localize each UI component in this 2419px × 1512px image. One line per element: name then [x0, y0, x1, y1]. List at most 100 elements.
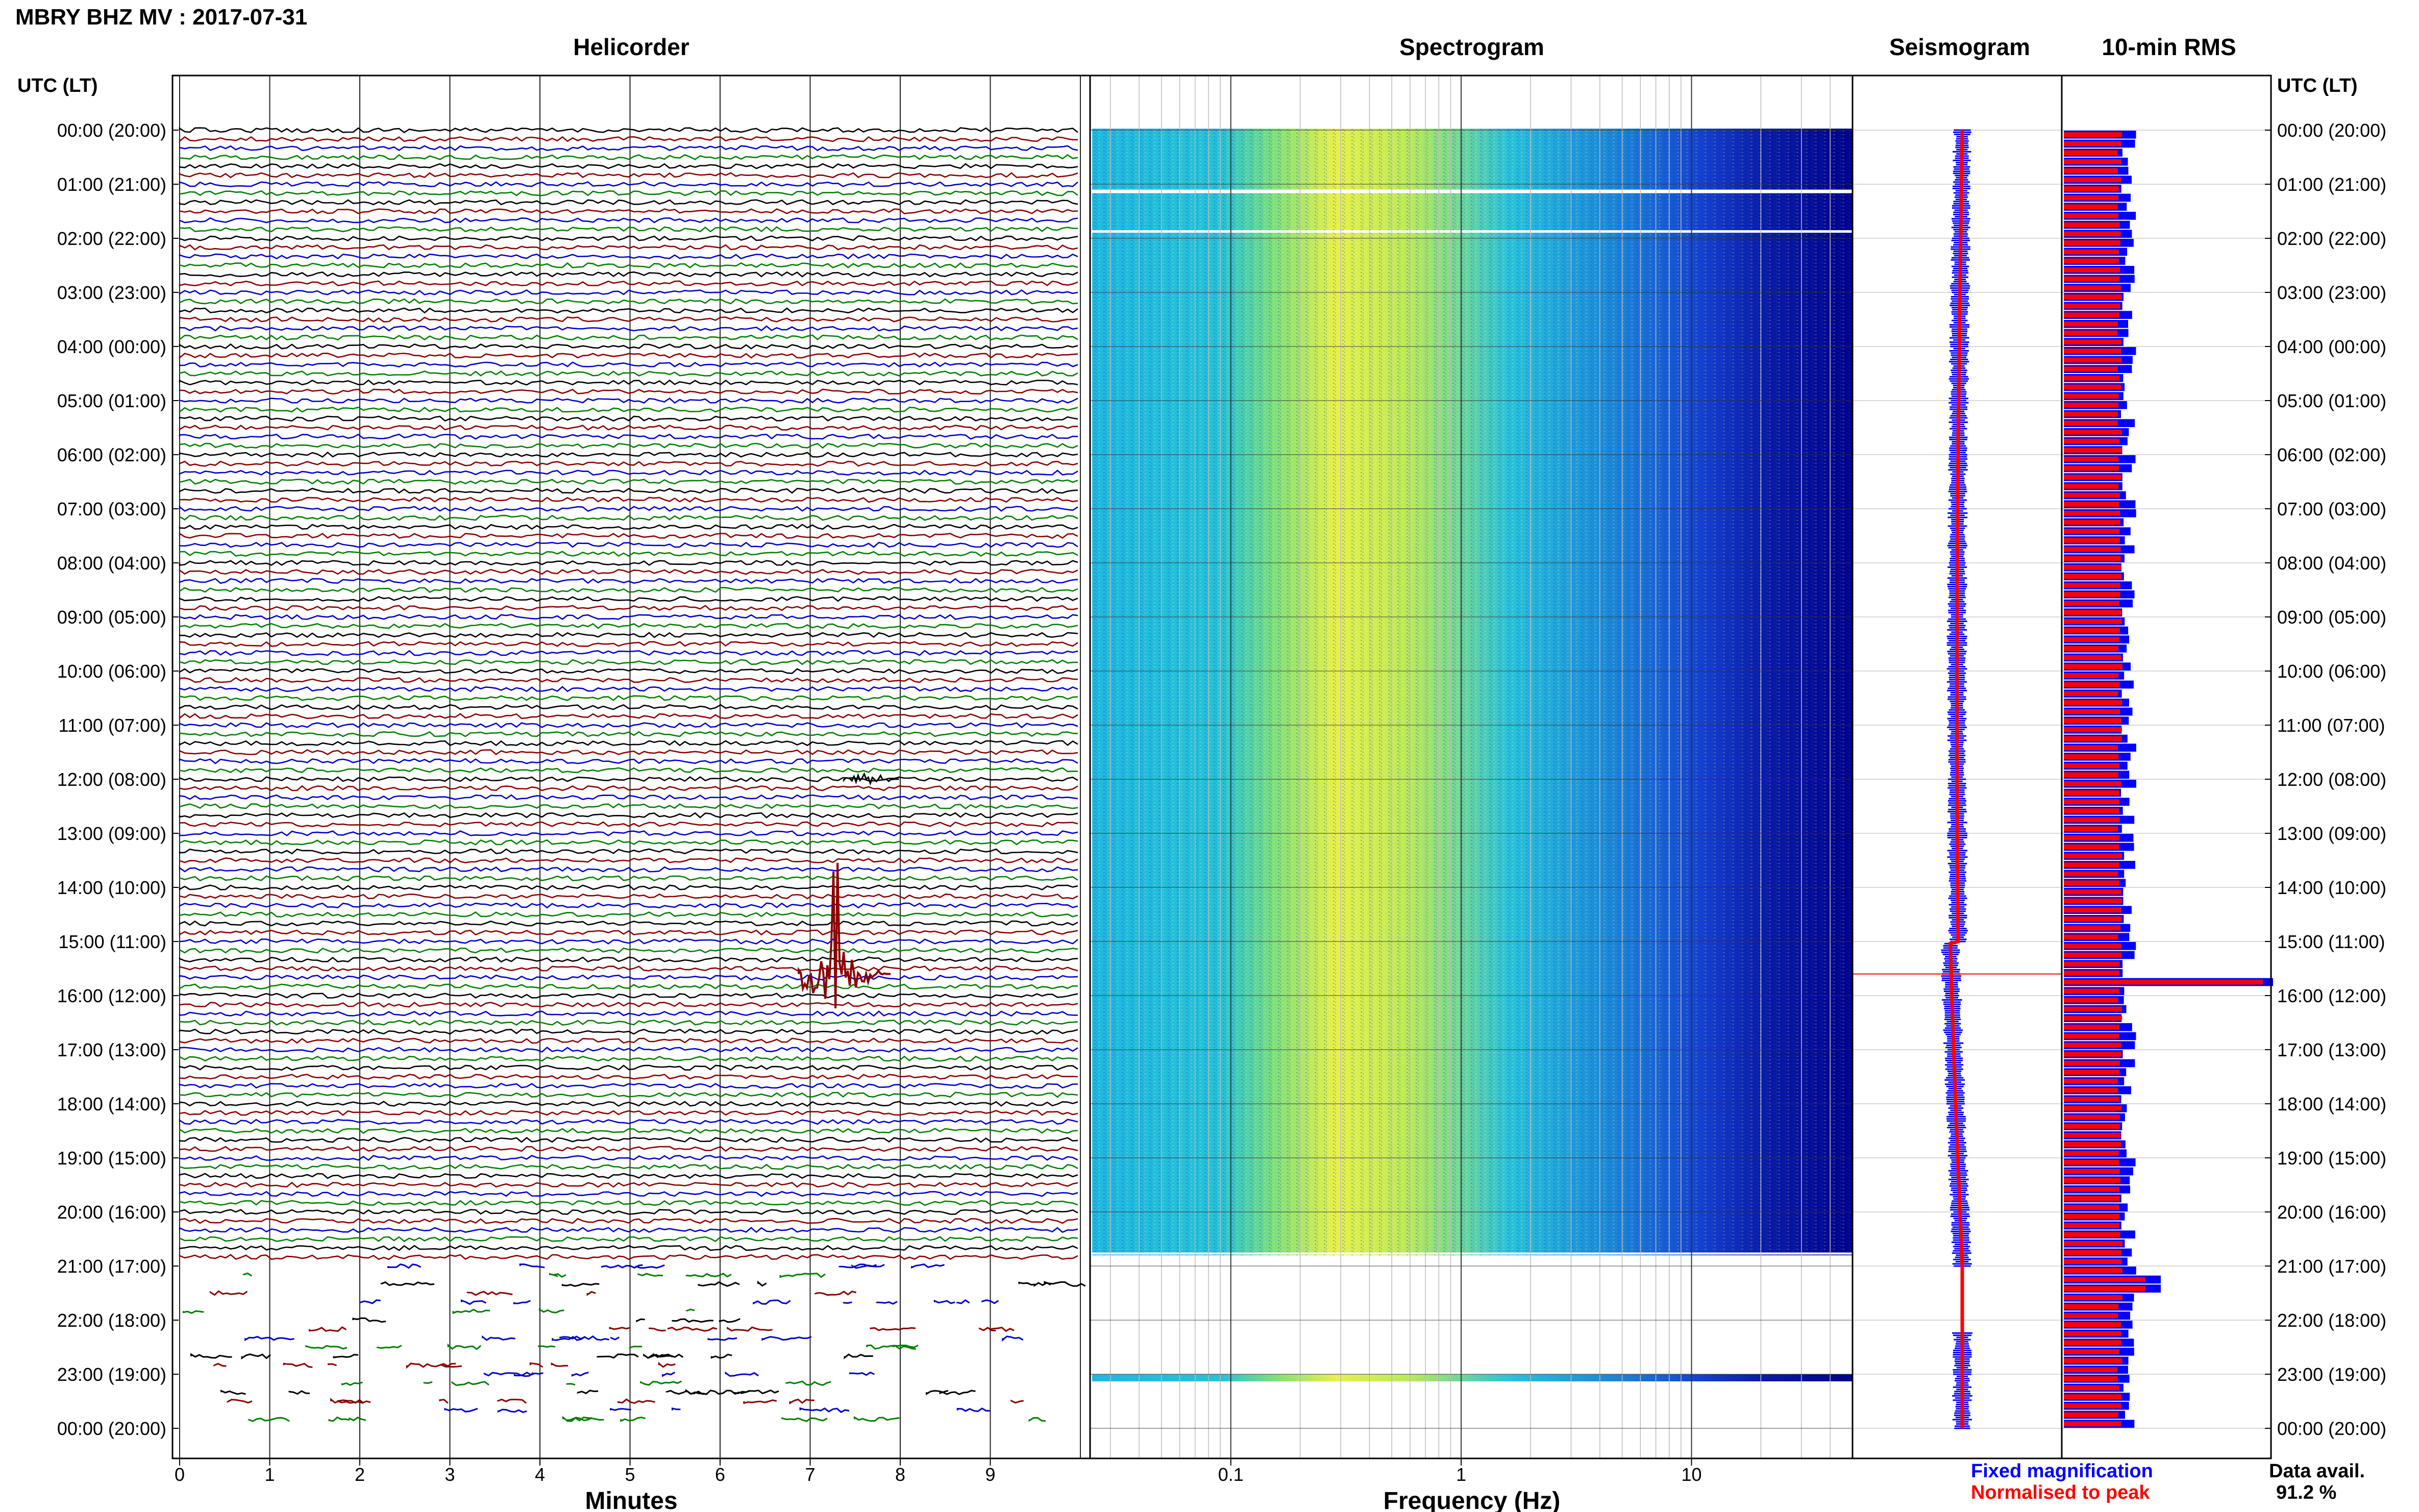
- helicorder-trace: [179, 857, 1078, 863]
- utc-label-right: UTC (LT): [2277, 75, 2358, 96]
- helicorder-trace: [179, 163, 1078, 169]
- rms-bar-normalised: [2064, 1133, 2121, 1138]
- rms-bar-normalised: [2064, 420, 2118, 426]
- helicorder-trace: [179, 1109, 1078, 1116]
- helicorder-trace: [179, 713, 1078, 720]
- panel-title-rms: 10-min RMS: [2102, 34, 2236, 60]
- helicorder-trace: [179, 902, 1078, 909]
- x-tick-label: 7: [805, 1464, 815, 1485]
- time-label-right: 18:00 (14:00): [2277, 1094, 2386, 1114]
- rms-bar-normalised: [2064, 979, 2263, 985]
- helicorder-fragment: [629, 1346, 643, 1349]
- time-label-right: 07:00 (03:00): [2277, 499, 2386, 519]
- time-label-left: 19:00 (15:00): [57, 1148, 166, 1169]
- rms-bar-normalised: [2064, 772, 2118, 777]
- helicorder-trace: [179, 361, 1078, 368]
- rms-panel: [2061, 75, 2273, 1459]
- helicorder-fragment: [981, 1299, 999, 1304]
- helicorder-fragment: [561, 1283, 600, 1287]
- rms-bar-normalised: [2064, 465, 2119, 471]
- helicorder-trace: [179, 568, 1078, 575]
- seismogram-panel: [1852, 75, 2063, 1459]
- helicorder-trace: [179, 1092, 1078, 1098]
- helicorder-fragment: [725, 1371, 759, 1377]
- rms-bar-normalised: [2064, 1268, 2122, 1273]
- helicorder-fragment: [566, 1383, 576, 1386]
- helicorder-fragment: [698, 1281, 740, 1287]
- rms-bar-normalised: [2064, 1367, 2118, 1372]
- rms-bar-normalised: [2064, 952, 2121, 958]
- rms-bar-normalised: [2064, 222, 2120, 228]
- spectrogram-xlabel: Frequency (Hz): [1384, 1488, 1561, 1512]
- helicorder-trace: [179, 677, 1078, 683]
- time-label-right: 12:00 (08:00): [2277, 769, 2386, 790]
- helicorder-fragment: [753, 1299, 791, 1305]
- helicorder-trace: [179, 794, 1078, 801]
- time-label-right: 00:00 (20:00): [2277, 120, 2386, 141]
- helicorder-trace: [179, 235, 1078, 241]
- helicorder-fragment: [685, 1308, 695, 1312]
- helicorder-fragment: [330, 1398, 364, 1404]
- time-label-right: 23:00 (19:00): [2277, 1364, 2386, 1385]
- helicorder-fragment: [513, 1371, 544, 1377]
- helicorder-fragment: [779, 1273, 826, 1278]
- rms-bar-normalised: [2064, 781, 2122, 786]
- helicorder-fragment: [439, 1399, 449, 1404]
- helicorder-trace: [179, 1209, 1078, 1215]
- time-label-right: 14:00 (10:00): [2277, 877, 2386, 898]
- helicorder-fragment: [1002, 1335, 1024, 1342]
- helicorder-trace: [179, 893, 1078, 900]
- helicorder-fragment: [586, 1291, 596, 1297]
- x-tick-label: 1: [264, 1464, 275, 1485]
- spectrogram-gap: [1092, 189, 1853, 193]
- helicorder-trace: [179, 379, 1078, 386]
- rms-bar-normalised: [2064, 1403, 2121, 1408]
- rms-bar-normalised: [2064, 357, 2122, 363]
- time-label-left: 14:00 (10:00): [57, 877, 166, 898]
- helicorder-fragment: [658, 1361, 676, 1368]
- time-label-right: 17:00 (13:00): [2277, 1039, 2386, 1060]
- time-label-right: 08:00 (04:00): [2277, 553, 2386, 574]
- rms-bar-normalised: [2064, 916, 2122, 922]
- time-label-right: 22:00 (18:00): [2277, 1310, 2386, 1331]
- rms-bar-normalised: [2064, 907, 2121, 912]
- rms-bar-normalised: [2064, 655, 2121, 660]
- rms-bar-normalised: [2064, 177, 2121, 182]
- rms-bar-normalised: [2064, 1169, 2120, 1174]
- helicorder-trace: [179, 172, 1078, 179]
- helicorder-fragment: [939, 1390, 949, 1394]
- helicorder-fragment: [210, 1290, 248, 1296]
- x-tick-label: 6: [715, 1464, 725, 1485]
- rms-bar-normalised: [2064, 1232, 2120, 1237]
- helicorder-trace: [179, 514, 1078, 521]
- helicorder-trace: [179, 821, 1078, 828]
- time-label-right: 04:00 (00:00): [2277, 336, 2386, 357]
- rms-bar-normalised: [2064, 403, 2119, 408]
- helicorder-trace: [179, 505, 1078, 512]
- helicorder-trace: [179, 1082, 1078, 1089]
- x-tick-label: 5: [625, 1464, 635, 1485]
- time-label-right: 06:00 (02:00): [2277, 444, 2386, 465]
- rms-bar-normalised: [2064, 808, 2119, 813]
- helicorder-trace: [179, 1028, 1078, 1035]
- helicorder-fragment: [870, 1327, 916, 1331]
- helicorder-trace: [179, 1037, 1078, 1044]
- helicorder-trace: [179, 632, 1078, 638]
- rms-bar-normalised: [2064, 637, 2120, 642]
- x-tick-label: 3: [445, 1464, 455, 1485]
- rms-bar-normalised: [2064, 159, 2121, 164]
- freq-tick-label: 10: [1681, 1464, 1701, 1485]
- helicorder-trace: [179, 839, 1078, 846]
- helicorder-trace: [179, 686, 1078, 692]
- helicorder-trace: [179, 262, 1078, 269]
- helicorder-trace: [179, 596, 1078, 602]
- rms-bar-normalised: [2064, 601, 2119, 606]
- helicorder-fragment: [685, 1389, 740, 1395]
- rms-bar-normalised: [2064, 376, 2120, 381]
- helicorder-fragment: [757, 1280, 767, 1287]
- rms-bar-normalised: [2064, 1376, 2118, 1381]
- rms-bar-normalised: [2064, 998, 2118, 1003]
- rms-bar-normalised: [2064, 186, 2119, 191]
- rms-bar-normalised: [2064, 565, 2121, 570]
- helicorder-fragment: [853, 1416, 900, 1422]
